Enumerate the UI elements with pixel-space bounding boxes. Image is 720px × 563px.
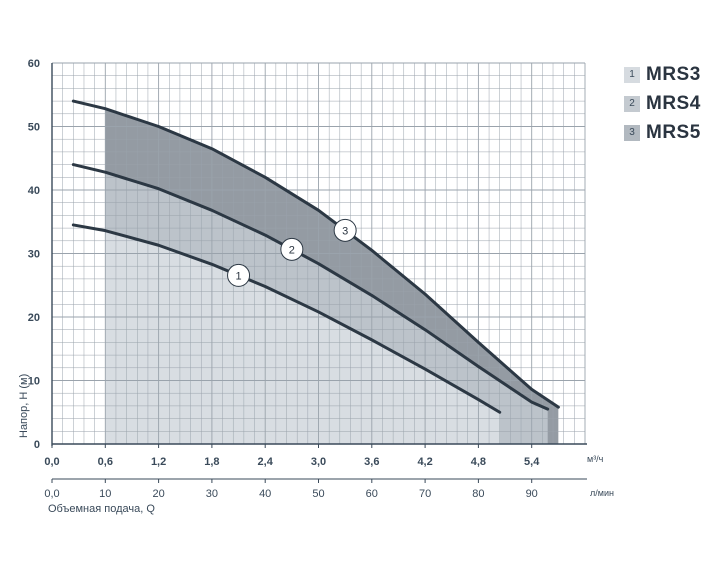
legend-swatch: 2	[624, 95, 640, 112]
y-tick-label: 60	[28, 58, 40, 70]
x-tick-label-lpm: 0,0	[44, 488, 59, 500]
x-tick-label-lpm: 60	[366, 488, 378, 500]
operating-range-fill	[105, 230, 500, 444]
x-tick-label-m3h: 2,4	[258, 456, 274, 468]
legend-label: MRS5	[646, 121, 701, 143]
legend-label: MRS4	[646, 92, 701, 114]
legend-label: MRS3	[646, 63, 701, 85]
x-tick-label-lpm: 40	[259, 488, 271, 500]
x-tick-label-m3h: 5,4	[524, 456, 540, 468]
grid	[51, 62, 586, 445]
legend-item: 3 MRS5	[624, 118, 701, 147]
x-tick-label-m3h: 4,8	[471, 456, 486, 468]
curve-marker-label: 3	[342, 225, 348, 237]
x-unit-bottom: л/мин	[590, 488, 614, 498]
legend-swatch: 1	[624, 66, 640, 83]
y-axis-label: Напор, Н (м)	[18, 374, 30, 438]
x-tick-label-lpm: 70	[419, 488, 431, 500]
curve-marker	[227, 263, 251, 287]
y-tick-label: 20	[28, 312, 40, 324]
y-tick-label: 0	[34, 439, 40, 451]
x-tick-label-lpm: 80	[472, 488, 484, 500]
legend-item: 1 MRS3	[624, 60, 701, 89]
curve-marker	[333, 218, 357, 242]
y-tick-label: 40	[28, 185, 40, 197]
curve-marker-label: 2	[289, 244, 295, 256]
x-tick-label-m3h: 3,6	[364, 456, 379, 468]
x-tick-label-lpm: 30	[206, 488, 218, 500]
y-tick-label: 10	[28, 376, 40, 388]
legend-swatch: 3	[624, 124, 640, 141]
x-tick-label-m3h: 4,2	[417, 456, 432, 468]
curve-mrs5	[71, 99, 560, 409]
y-tick-label: 50	[28, 122, 40, 134]
curve-marker	[280, 237, 304, 261]
x-tick-label-lpm: 10	[99, 488, 111, 500]
curve-mrs4	[71, 163, 550, 411]
legend: 1 MRS3 2 MRS4 3 MRS5	[624, 60, 701, 147]
x-tick-label-m3h: 1,8	[204, 456, 219, 468]
x-tick-label-m3h: 0,6	[98, 456, 113, 468]
x-axis-label: Объемная подача, Q	[48, 503, 155, 515]
x-tick-label-lpm: 50	[312, 488, 324, 500]
curve-marker-label: 1	[235, 270, 241, 282]
curve-mrs3	[71, 223, 502, 414]
x-tick-label-lpm: 90	[526, 488, 538, 500]
x-tick-label-lpm: 20	[152, 488, 164, 500]
legend-item: 2 MRS4	[624, 89, 701, 118]
x-tick-label-m3h: 0,0	[44, 456, 59, 468]
x-tick-label-m3h: 1,2	[151, 456, 166, 468]
x-unit-top: м³/ч	[587, 454, 604, 464]
x-tick-label-m3h: 3,0	[311, 456, 326, 468]
y-tick-label: 30	[28, 249, 40, 261]
